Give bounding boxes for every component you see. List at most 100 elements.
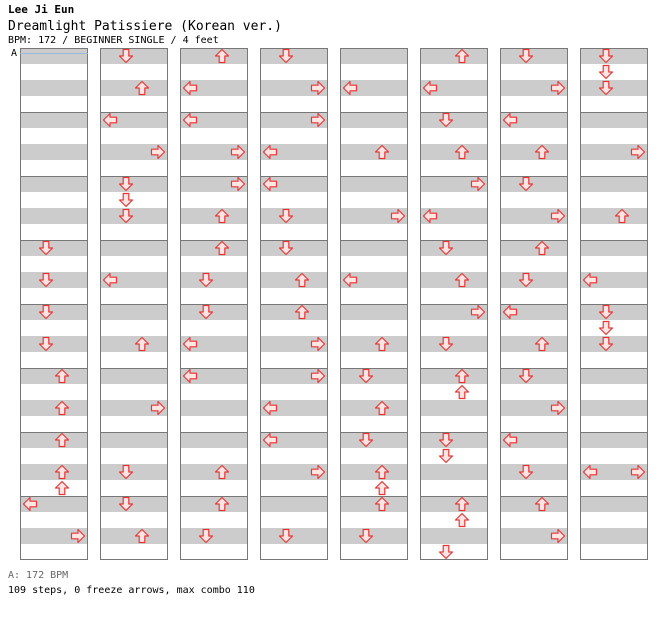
beat-band <box>580 528 648 544</box>
beat-band <box>100 368 168 384</box>
beat-band <box>20 240 88 256</box>
left-arrow-icon <box>262 176 278 192</box>
song-artist: Lee Ji Eun <box>8 3 75 16</box>
beat-band <box>260 528 328 544</box>
chart-column <box>180 48 248 560</box>
beat-band <box>260 400 328 416</box>
beat-band <box>420 272 488 288</box>
down-arrow-icon <box>598 336 614 352</box>
beat-band <box>500 368 568 384</box>
beat-band <box>260 272 328 288</box>
down-arrow-icon <box>38 240 54 256</box>
up-arrow-icon <box>454 368 470 384</box>
down-arrow-icon <box>118 48 134 64</box>
chart-info: BPM: 172 / BEGINNER SINGLE / 4 feet <box>8 35 219 46</box>
beat-band <box>180 112 248 128</box>
beat-band <box>420 48 488 64</box>
up-arrow-icon <box>214 208 230 224</box>
left-arrow-icon <box>102 272 118 288</box>
bpm-marker: A <box>11 48 18 59</box>
beat-band <box>100 432 168 448</box>
left-arrow-icon <box>422 208 438 224</box>
left-arrow-icon <box>502 304 518 320</box>
beat-band <box>180 400 248 416</box>
beat-band <box>180 368 248 384</box>
beat-band <box>180 240 248 256</box>
beat-band <box>100 208 168 224</box>
beat-band <box>420 464 488 480</box>
beat-band <box>100 336 168 352</box>
beat-band <box>580 272 648 288</box>
beat-band <box>100 400 168 416</box>
right-arrow-icon <box>310 112 326 128</box>
beat-band <box>580 240 648 256</box>
down-arrow-icon <box>518 48 534 64</box>
beat-band <box>580 336 648 352</box>
beat-band <box>580 208 648 224</box>
beat-band <box>340 336 408 352</box>
down-arrow-icon <box>118 176 134 192</box>
right-arrow-icon <box>150 400 166 416</box>
beat-band <box>100 176 168 192</box>
down-arrow-icon <box>358 368 374 384</box>
down-arrow-icon <box>118 464 134 480</box>
beat-band <box>100 80 168 96</box>
beat-band <box>20 48 88 64</box>
down-arrow-icon <box>598 48 614 64</box>
up-arrow-icon <box>214 48 230 64</box>
beat-band <box>580 144 648 160</box>
down-arrow-icon <box>438 544 454 560</box>
beat-band <box>420 144 488 160</box>
up-arrow-icon <box>614 208 630 224</box>
chart-stats: 109 steps, 0 freeze arrows, max combo 11… <box>8 585 255 596</box>
beat-band <box>420 208 488 224</box>
down-arrow-icon <box>598 320 614 336</box>
beat-band <box>180 208 248 224</box>
down-arrow-icon <box>118 208 134 224</box>
down-arrow-icon <box>438 336 454 352</box>
beat-band <box>340 464 408 480</box>
beat-band <box>20 528 88 544</box>
down-arrow-icon <box>358 432 374 448</box>
chart-column <box>580 48 648 560</box>
beat-band <box>340 208 408 224</box>
bpm-change-line <box>20 53 88 54</box>
beat-band <box>340 368 408 384</box>
chart-column <box>420 48 488 560</box>
beat-band <box>580 48 648 64</box>
down-arrow-icon <box>438 112 454 128</box>
down-arrow-icon <box>518 368 534 384</box>
up-arrow-icon <box>214 496 230 512</box>
beat-band <box>260 144 328 160</box>
up-arrow-icon <box>454 512 470 528</box>
down-arrow-icon <box>38 336 54 352</box>
beat-band <box>20 144 88 160</box>
beat-band <box>20 496 88 512</box>
up-arrow-icon <box>374 144 390 160</box>
beat-band <box>20 176 88 192</box>
beat-band <box>340 80 408 96</box>
beat-band <box>420 80 488 96</box>
up-arrow-icon <box>54 432 70 448</box>
up-arrow-icon <box>534 336 550 352</box>
beat-band <box>180 48 248 64</box>
chart-column <box>500 48 568 560</box>
beat-band <box>420 528 488 544</box>
column-borders <box>20 48 648 560</box>
beat-band <box>340 112 408 128</box>
left-arrow-icon <box>102 112 118 128</box>
beat-band <box>340 48 408 64</box>
beat-band <box>340 432 408 448</box>
beat-band <box>500 528 568 544</box>
down-arrow-icon <box>438 240 454 256</box>
beat-band <box>20 336 88 352</box>
beat-band <box>180 336 248 352</box>
left-arrow-icon <box>342 80 358 96</box>
down-arrow-icon <box>278 208 294 224</box>
beat-band <box>20 400 88 416</box>
up-arrow-icon <box>54 464 70 480</box>
beat-band <box>20 80 88 96</box>
beat-band <box>20 432 88 448</box>
beat-band <box>420 400 488 416</box>
